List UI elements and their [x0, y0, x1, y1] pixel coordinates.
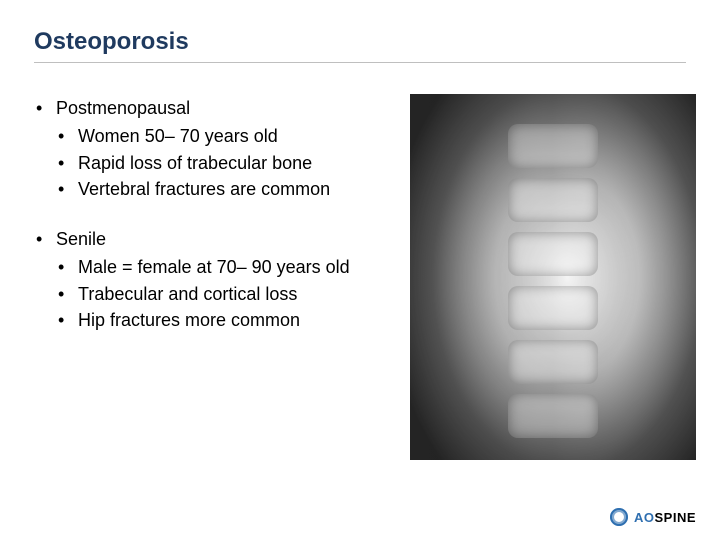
list-item-label: Senile: [56, 229, 106, 249]
xray-image: [410, 94, 696, 460]
slide: Osteoporosis Postmenopausal Women 50– 70…: [0, 0, 720, 540]
vertebra-shape: [508, 232, 598, 276]
sub-list-item: Vertebral fractures are common: [56, 177, 404, 201]
vertebra-shape: [508, 340, 598, 384]
sub-list-item: Hip fractures more common: [56, 308, 404, 332]
footer-logo: AOSPINE: [610, 508, 696, 526]
vertebra-shape: [508, 178, 598, 222]
logo-suffix: SPINE: [654, 510, 696, 525]
title-underline: [34, 62, 686, 63]
sub-list-item: Trabecular and cortical loss: [56, 282, 404, 306]
sub-list-item: Women 50– 70 years old: [56, 124, 404, 148]
sub-item-text: Women 50– 70 years old: [78, 126, 278, 146]
bullet-list: Postmenopausal Women 50– 70 years old Ra…: [34, 96, 404, 332]
vertebra-shape: [508, 124, 598, 168]
sub-list-item: Male = female at 70– 90 years old: [56, 255, 404, 279]
sub-item-text: Hip fractures more common: [78, 310, 300, 330]
list-item-label: Postmenopausal: [56, 98, 190, 118]
sub-list: Women 50– 70 years old Rapid loss of tra…: [56, 124, 404, 201]
sub-item-text: Rapid loss of trabecular bone: [78, 153, 312, 173]
sub-item-text: Vertebral fractures are common: [78, 179, 330, 199]
sub-item-text: Trabecular and cortical loss: [78, 284, 297, 304]
vertebra-shape: [508, 286, 598, 330]
logo-icon: [610, 508, 628, 526]
logo-prefix: AO: [634, 510, 655, 525]
vertebra-shape: [508, 394, 598, 438]
slide-title: Osteoporosis: [34, 28, 189, 56]
list-item: Senile Male = female at 70– 90 years old…: [34, 227, 404, 332]
sub-list: Male = female at 70– 90 years old Trabec…: [56, 255, 404, 332]
list-item: Postmenopausal Women 50– 70 years old Ra…: [34, 96, 404, 201]
sub-list-item: Rapid loss of trabecular bone: [56, 151, 404, 175]
logo-text: AOSPINE: [634, 510, 696, 525]
sub-item-text: Male = female at 70– 90 years old: [78, 257, 350, 277]
content-area: Postmenopausal Women 50– 70 years old Ra…: [34, 96, 404, 358]
